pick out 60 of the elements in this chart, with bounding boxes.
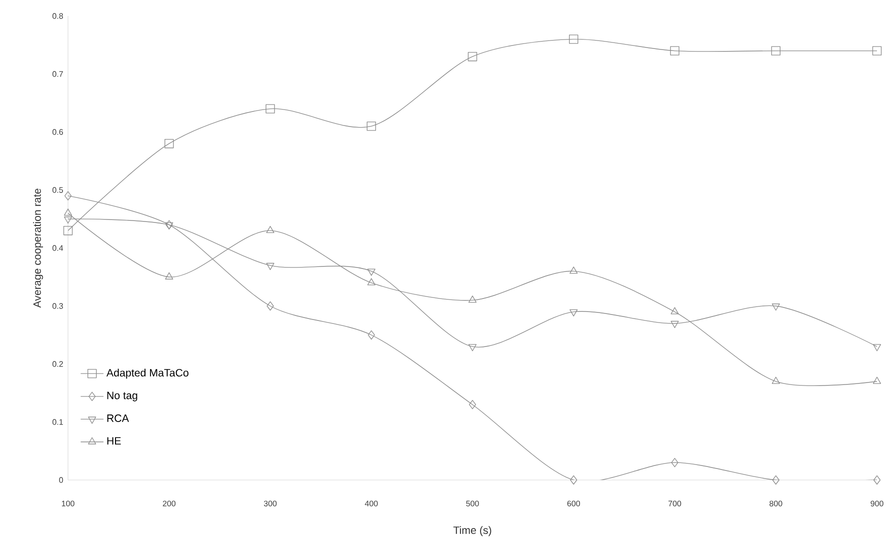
x-tick-label: 900 <box>870 500 884 506</box>
point <box>570 266 578 274</box>
point <box>64 191 72 200</box>
point <box>670 320 679 328</box>
point <box>64 208 72 216</box>
y-tick-label: 0.2 <box>52 361 63 367</box>
point <box>366 122 376 131</box>
y-tick-label: 0.6 <box>52 129 63 135</box>
y-tick-label: 0.7 <box>52 71 63 77</box>
x-tick-label: 200 <box>162 500 176 506</box>
point <box>772 475 780 485</box>
point <box>872 376 882 384</box>
y-tick-label: 0.1 <box>52 419 63 425</box>
point <box>468 52 478 62</box>
legend-label: HE <box>107 437 121 445</box>
point <box>772 376 780 384</box>
point <box>468 344 477 352</box>
point <box>872 344 882 352</box>
point <box>165 222 174 230</box>
point <box>266 301 274 311</box>
x-tick-label: 100 <box>62 500 74 506</box>
point <box>570 475 578 485</box>
point <box>64 216 72 224</box>
point <box>368 330 375 340</box>
y-axis-title: Average cooperation rate <box>33 188 44 308</box>
point <box>166 220 173 230</box>
point <box>771 46 780 56</box>
point <box>670 46 680 56</box>
x-tick-label: 500 <box>466 500 479 506</box>
x-tick-label: 400 <box>364 500 378 506</box>
point <box>872 46 882 56</box>
point <box>164 138 174 148</box>
x-tick-label: 700 <box>668 500 682 506</box>
x-axis-title: Time (s) <box>453 526 492 536</box>
y-tick-label: 0.4 <box>52 245 64 251</box>
point <box>468 400 476 410</box>
point <box>468 296 477 303</box>
legend-label: No tag <box>107 392 138 402</box>
point <box>266 104 275 114</box>
point <box>570 309 578 316</box>
x-tick-label: 800 <box>770 500 782 506</box>
point <box>266 262 274 270</box>
x-tick-label: 300 <box>264 500 277 506</box>
y-tick-label: 0.3 <box>52 303 63 309</box>
point <box>569 34 578 44</box>
point <box>671 458 678 468</box>
y-tick-label: 0.8 <box>52 13 63 19</box>
y-tick-label: 0.5 <box>52 187 63 193</box>
x-tick-label: 600 <box>567 500 580 506</box>
legend-label: RCA <box>107 414 129 422</box>
point <box>63 226 73 236</box>
y-tick-label: 0 <box>59 477 63 483</box>
point <box>772 304 780 311</box>
point <box>367 268 376 276</box>
legend-label: Adapted MaTaCo <box>106 368 188 379</box>
point <box>266 226 274 234</box>
point <box>367 278 376 286</box>
point <box>670 307 679 314</box>
point <box>873 475 881 485</box>
point <box>165 272 174 280</box>
